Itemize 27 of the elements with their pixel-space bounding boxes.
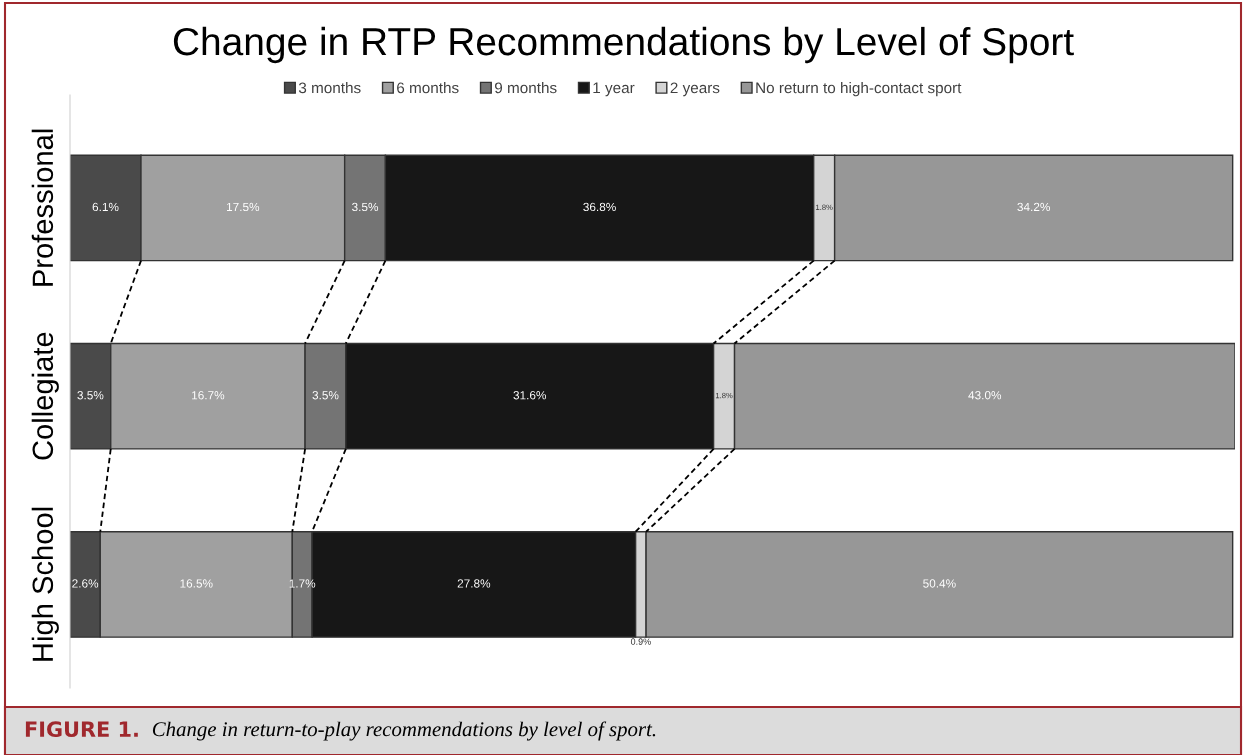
data-label: 0.9%	[630, 638, 651, 645]
chart-title: Change in RTP Recommendations by Level of Sport	[173, 26, 1074, 64]
data-label: 43.0%	[968, 391, 1002, 400]
legend-label: 6 months	[397, 82, 459, 94]
y-tick-label: Professional	[31, 129, 54, 286]
data-label: 16.7%	[192, 391, 225, 400]
data-label: 27.8%	[457, 579, 491, 588]
y-tick-label: Collegiate	[31, 332, 59, 460]
data-label: 36.8%	[583, 202, 616, 212]
data-label: 16.5%	[180, 579, 213, 588]
legend-label: 3 months	[298, 82, 361, 94]
legend-label: 2 years	[670, 82, 720, 97]
data-label: 3.5%	[312, 391, 339, 400]
legend-label: 9 months	[494, 82, 557, 94]
caption: FIGURE 1.	[25, 721, 138, 738]
data-label: 34.2%	[1017, 202, 1050, 212]
y-tick-label: High School	[31, 507, 59, 661]
data-label: 17.5%	[226, 202, 260, 212]
data-label: 3.5%	[77, 391, 104, 400]
text: Change in return-to-play recommendations by level of sport.	[152, 721, 656, 741]
data-label: 6.1%	[92, 202, 119, 212]
legend-label: 1 year	[593, 82, 635, 97]
legend-label: No return to high-contact sport	[756, 82, 962, 97]
data-label: 2.6%	[72, 579, 99, 588]
data-label: 31.6%	[513, 391, 547, 400]
data-label: 50.4%	[923, 579, 956, 588]
data-label: 3.5%	[352, 202, 379, 212]
